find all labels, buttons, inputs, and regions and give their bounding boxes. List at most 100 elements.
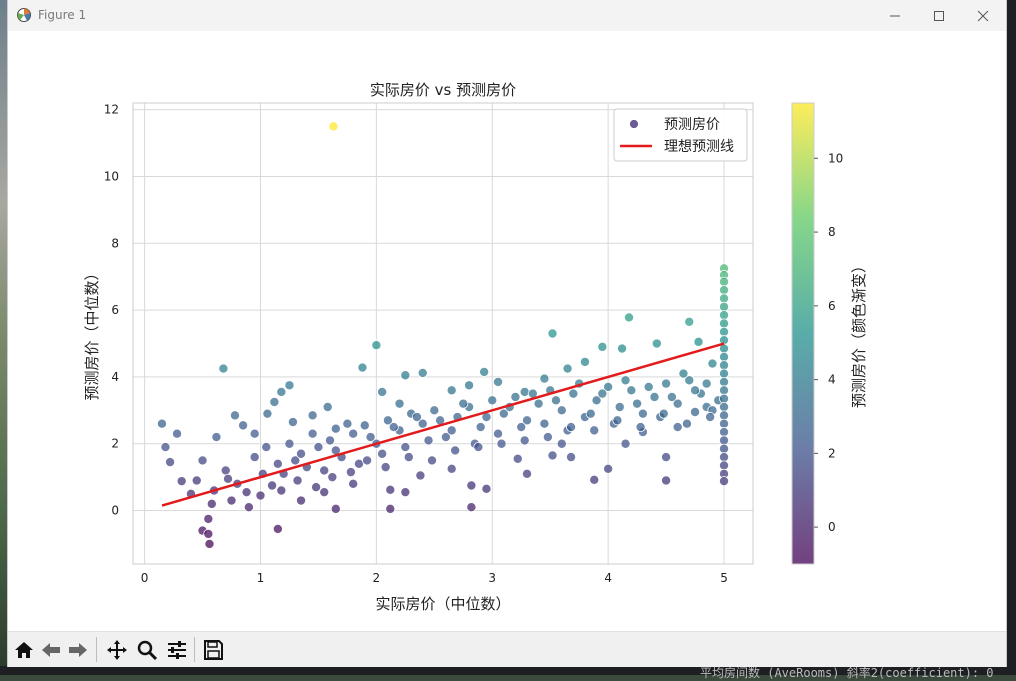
close-button[interactable] bbox=[960, 0, 1006, 31]
colorbar-tick-label: 8 bbox=[828, 225, 836, 239]
save-button[interactable] bbox=[201, 638, 225, 662]
data-point bbox=[481, 483, 492, 494]
data-point bbox=[165, 457, 176, 468]
data-point bbox=[719, 443, 730, 454]
minimize-icon bbox=[890, 15, 900, 16]
data-point bbox=[400, 370, 411, 381]
data-point bbox=[603, 463, 614, 474]
colorbar-tick-label: 0 bbox=[828, 520, 836, 534]
data-point bbox=[385, 503, 396, 514]
data-point bbox=[238, 420, 249, 431]
forward-button[interactable] bbox=[66, 638, 90, 662]
colorbar-tick-label: 10 bbox=[828, 151, 843, 165]
x-tick-label: 4 bbox=[604, 571, 612, 585]
zoom-button[interactable] bbox=[135, 638, 159, 662]
data-point bbox=[690, 407, 701, 418]
data-point bbox=[411, 412, 422, 423]
data-point bbox=[719, 293, 730, 304]
data-point bbox=[498, 408, 509, 419]
data-point bbox=[661, 378, 672, 389]
configure-subplots-button[interactable] bbox=[165, 638, 189, 662]
data-point bbox=[678, 368, 689, 379]
close-icon bbox=[977, 10, 989, 21]
pan-button[interactable] bbox=[105, 638, 129, 662]
y-tick-label: 4 bbox=[111, 370, 119, 384]
data-point bbox=[348, 428, 359, 439]
data-point bbox=[380, 462, 391, 473]
data-point bbox=[556, 405, 567, 416]
data-point bbox=[651, 338, 662, 349]
data-point bbox=[330, 503, 341, 514]
data-point bbox=[464, 380, 475, 391]
x-tick-label: 2 bbox=[373, 571, 381, 585]
title-bar[interactable]: Figure 1 bbox=[8, 0, 1006, 31]
data-point bbox=[330, 423, 341, 434]
data-point bbox=[417, 367, 428, 378]
desktop-background-left bbox=[0, 0, 8, 675]
data-point bbox=[243, 502, 254, 513]
data-point bbox=[612, 415, 623, 426]
data-point bbox=[429, 405, 440, 416]
data-point bbox=[690, 385, 701, 396]
data-point bbox=[423, 435, 434, 446]
x-tick-label: 5 bbox=[720, 571, 728, 585]
data-point bbox=[160, 442, 171, 453]
data-point bbox=[191, 475, 202, 486]
data-point bbox=[719, 276, 730, 287]
pan-icon bbox=[107, 640, 127, 660]
data-point bbox=[603, 381, 614, 392]
data-point bbox=[672, 422, 683, 433]
data-point bbox=[693, 336, 704, 347]
navigation-toolbar bbox=[8, 631, 1006, 667]
data-point bbox=[226, 495, 237, 506]
minimize-button[interactable] bbox=[872, 0, 918, 31]
data-point bbox=[719, 427, 730, 438]
data-point bbox=[585, 408, 596, 419]
y-tick-label: 10 bbox=[104, 169, 119, 183]
data-point bbox=[357, 362, 368, 373]
data-point bbox=[319, 465, 330, 476]
zoom-icon bbox=[137, 640, 158, 661]
data-point bbox=[466, 480, 477, 491]
data-point bbox=[522, 468, 533, 479]
data-point bbox=[267, 480, 278, 491]
data-point bbox=[539, 418, 550, 429]
toolbar-separator bbox=[194, 637, 195, 662]
data-point bbox=[385, 484, 396, 495]
data-point bbox=[417, 418, 428, 429]
data-point bbox=[539, 373, 550, 384]
data-point bbox=[223, 473, 234, 484]
data-point bbox=[262, 408, 273, 419]
plot-area bbox=[132, 102, 754, 565]
data-point bbox=[658, 408, 669, 419]
data-point bbox=[666, 391, 677, 402]
data-point bbox=[458, 398, 469, 409]
legend-label-ideal: 理想预测线 bbox=[664, 139, 734, 155]
data-point bbox=[719, 410, 730, 421]
data-point bbox=[400, 442, 411, 453]
legend-box bbox=[613, 108, 748, 162]
data-point bbox=[311, 482, 322, 493]
data-point bbox=[328, 121, 339, 132]
data-point bbox=[241, 487, 252, 498]
data-point bbox=[388, 422, 399, 433]
x-axis-label: 实际房价（中位数） bbox=[375, 595, 510, 613]
maximize-button[interactable] bbox=[916, 0, 962, 31]
home-button[interactable] bbox=[12, 638, 36, 662]
data-point bbox=[637, 408, 648, 419]
data-point bbox=[377, 448, 388, 459]
x-tick-label: 3 bbox=[488, 571, 496, 585]
data-point bbox=[719, 393, 730, 404]
data-point bbox=[719, 285, 730, 296]
data-point bbox=[589, 474, 600, 485]
data-point bbox=[415, 470, 426, 481]
data-point bbox=[684, 316, 695, 327]
y-tick-label: 12 bbox=[104, 103, 119, 117]
x-tick-label: 1 bbox=[257, 571, 265, 585]
data-point bbox=[519, 386, 530, 397]
back-button[interactable] bbox=[39, 638, 63, 662]
data-point bbox=[276, 386, 287, 397]
data-point bbox=[446, 425, 457, 436]
y-tick-label: 0 bbox=[111, 504, 119, 518]
